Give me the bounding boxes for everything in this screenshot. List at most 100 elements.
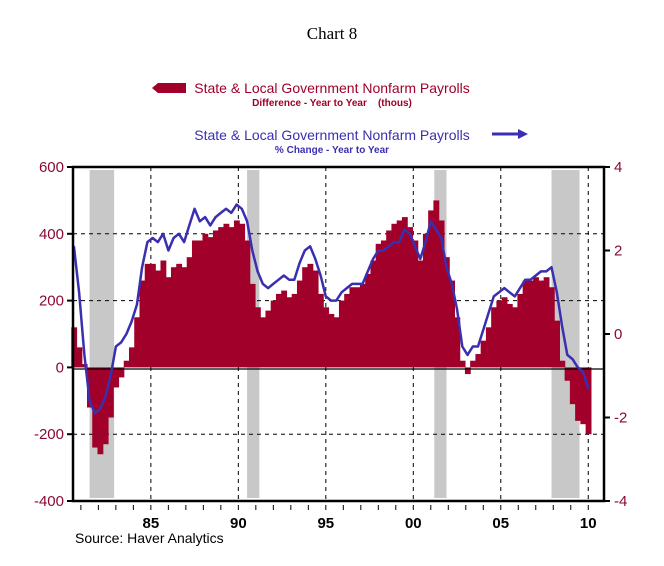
bar (260, 317, 267, 368)
line-point (193, 207, 196, 210)
line-point (367, 270, 369, 273)
bar (249, 283, 256, 368)
bar (165, 277, 172, 368)
left-tick-label: -200 (34, 426, 64, 443)
bar (176, 263, 183, 368)
line-point (220, 212, 222, 214)
line-point (172, 237, 175, 239)
bar (485, 327, 492, 368)
line-point (83, 354, 86, 356)
bar (585, 367, 592, 435)
line-point (325, 295, 327, 298)
bar (454, 317, 461, 368)
bar (396, 220, 403, 368)
bar (312, 270, 319, 368)
bar (265, 310, 272, 368)
bar (160, 260, 167, 368)
bar (480, 340, 487, 368)
left-tick-label: -400 (34, 493, 64, 510)
right-axis-ticks: 4 2 0 -2 -4 (604, 159, 627, 510)
bar (270, 300, 277, 368)
bar-series (71, 200, 592, 455)
bar (365, 273, 372, 368)
bar (170, 267, 177, 368)
bar (433, 200, 440, 368)
bar (359, 283, 366, 368)
bar (239, 223, 246, 368)
line-point (587, 387, 590, 390)
left-tick-label: 200 (39, 293, 64, 310)
line-point (377, 249, 380, 252)
legend-bar-series-name: State & Local Government Nonfarm Payroll… (194, 80, 470, 96)
bar (228, 227, 235, 368)
bar (139, 280, 146, 368)
bar (149, 263, 156, 368)
bar (128, 347, 135, 368)
bar (459, 360, 466, 368)
bar (86, 367, 93, 408)
legend-line-series-subtitle: % Change - Year to Year (274, 145, 390, 156)
left-axis-ticks: 600 400 200 0 -200 -400 (34, 159, 73, 510)
left-tick-label: 600 (39, 159, 64, 176)
bar (76, 347, 83, 368)
bar (475, 354, 482, 368)
bar (349, 287, 356, 368)
line-point (162, 233, 164, 235)
x-tick-label: 10 (580, 515, 597, 532)
bar (338, 300, 345, 368)
right-tick-label: 2 (614, 243, 622, 260)
bar (354, 287, 361, 368)
line-point (576, 366, 579, 369)
bar (412, 240, 419, 368)
line-point (241, 207, 243, 210)
right-tick-label: -2 (614, 410, 627, 427)
line-point (272, 283, 275, 285)
line-point (262, 283, 264, 285)
bar (328, 313, 335, 368)
bar (296, 280, 303, 368)
bar (275, 293, 282, 368)
bar (575, 367, 581, 421)
right-tick-label: 0 (614, 326, 622, 343)
right-tick-label: 4 (614, 159, 622, 176)
line-point (141, 266, 143, 269)
bar (207, 237, 214, 368)
line-point (408, 233, 411, 235)
bar (102, 367, 109, 445)
line-point (298, 262, 301, 264)
bar (92, 367, 99, 448)
line-point (115, 345, 117, 348)
x-tick-label: 95 (317, 515, 334, 532)
bar (317, 293, 324, 368)
line-point (188, 224, 191, 227)
line-point (309, 245, 311, 248)
bar (391, 223, 398, 368)
bar (333, 317, 340, 368)
line-point (120, 341, 122, 344)
line-point (477, 345, 479, 348)
bar (522, 280, 529, 368)
line-point (503, 287, 506, 289)
line-point (445, 266, 448, 269)
line-point (293, 278, 296, 281)
line-point (330, 299, 332, 302)
line-point (524, 278, 527, 281)
line-point (571, 358, 574, 360)
line-point (251, 249, 254, 252)
bar (564, 367, 571, 381)
bar (291, 293, 298, 368)
line-point (225, 207, 227, 210)
x-axis-ticks: 85 90 95 00 05 10 (80, 505, 597, 532)
line-point (487, 312, 490, 314)
line-point (534, 274, 537, 277)
bar (380, 240, 387, 368)
line-point (256, 270, 259, 273)
bar (223, 223, 230, 368)
bar (422, 233, 429, 368)
line-point (199, 220, 201, 223)
bar (527, 280, 534, 368)
line-point (109, 374, 112, 377)
line-point (424, 241, 427, 243)
line-point (136, 303, 138, 306)
